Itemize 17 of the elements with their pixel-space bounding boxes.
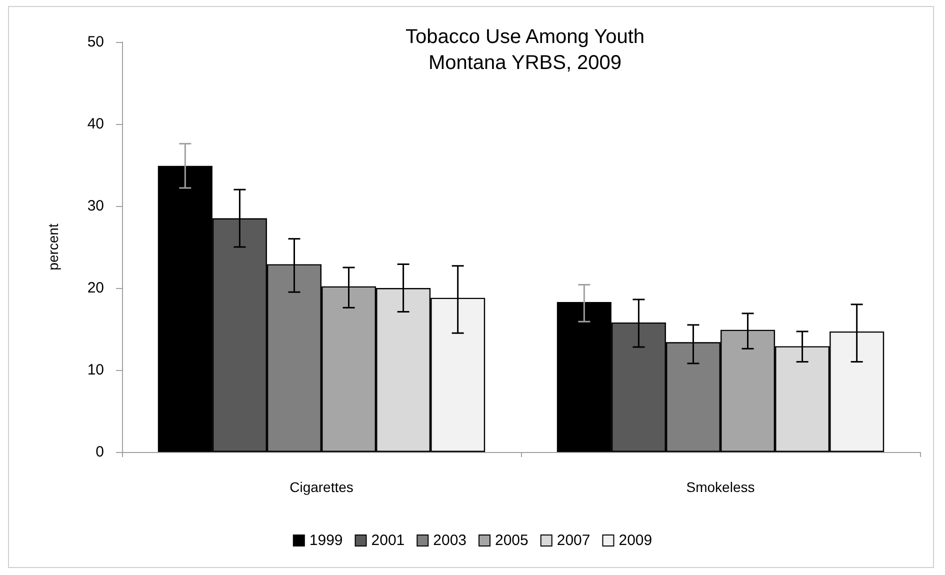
y-tick-label: 20 (87, 280, 104, 296)
legend-label: 2005 (495, 532, 528, 549)
legend-label: 2007 (556, 532, 590, 549)
x-tick-label: Smokeless (686, 479, 755, 495)
legend-label: 2009 (618, 532, 652, 549)
legend-label: 2001 (371, 532, 405, 549)
y-tick-label: 40 (87, 116, 104, 132)
y-tick-label: 0 (96, 444, 104, 460)
text: Montana YRBS, 2009 (428, 52, 622, 74)
legend-label: 1999 (309, 532, 343, 549)
x-tick-label: Cigarettes (290, 479, 354, 495)
y-axis-title: percent (45, 224, 61, 270)
y-tick-label: 50 (87, 34, 104, 50)
chart-title: Tobacco Use Among Youth (405, 26, 645, 48)
legend-label: 2003 (433, 532, 467, 549)
y-tick-label: 30 (87, 198, 104, 214)
y-tick-label: 10 (87, 362, 104, 378)
